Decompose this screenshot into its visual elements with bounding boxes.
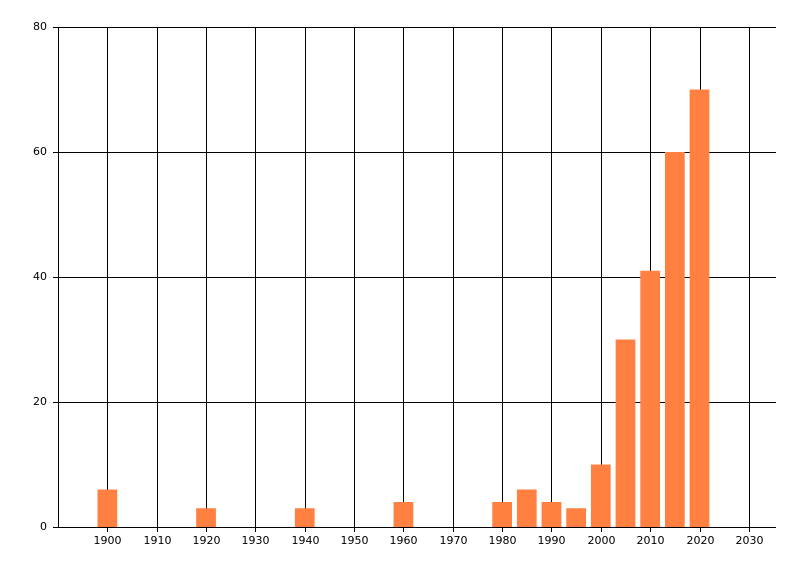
y-tick-label: 60 [33, 145, 47, 158]
x-tick-label: 1920 [193, 534, 221, 547]
bar [516, 489, 537, 527]
x-tick-label: 1990 [538, 534, 566, 547]
bar [590, 464, 611, 527]
x-tick-label: 1950 [341, 534, 369, 547]
x-tick-label: 1970 [440, 534, 468, 547]
y-tick-label: 20 [33, 395, 47, 408]
bar [664, 152, 685, 527]
bar [294, 508, 315, 527]
bar [393, 502, 414, 527]
bar [97, 489, 118, 527]
y-tick-label: 40 [33, 270, 47, 283]
x-tick-label: 1910 [144, 534, 172, 547]
bar [196, 508, 216, 527]
y-tick-label: 80 [33, 20, 47, 33]
bar [541, 502, 562, 527]
x-tick-label: 2000 [588, 534, 616, 547]
bar [640, 270, 661, 527]
x-tick-label: 1900 [94, 534, 122, 547]
x-tick-label: 2020 [687, 534, 715, 547]
bar [689, 89, 710, 527]
x-tick-label: 1960 [390, 534, 418, 547]
bar [566, 508, 587, 527]
bar [615, 339, 636, 527]
x-tick-label: 2010 [637, 534, 665, 547]
x-tick-label: 1930 [242, 534, 270, 547]
bar [492, 502, 512, 527]
x-tick-label: 2030 [736, 534, 764, 547]
y-tick-label: 0 [40, 520, 47, 533]
x-tick-label: 1980 [489, 534, 517, 547]
x-tick-label: 1940 [292, 534, 320, 547]
